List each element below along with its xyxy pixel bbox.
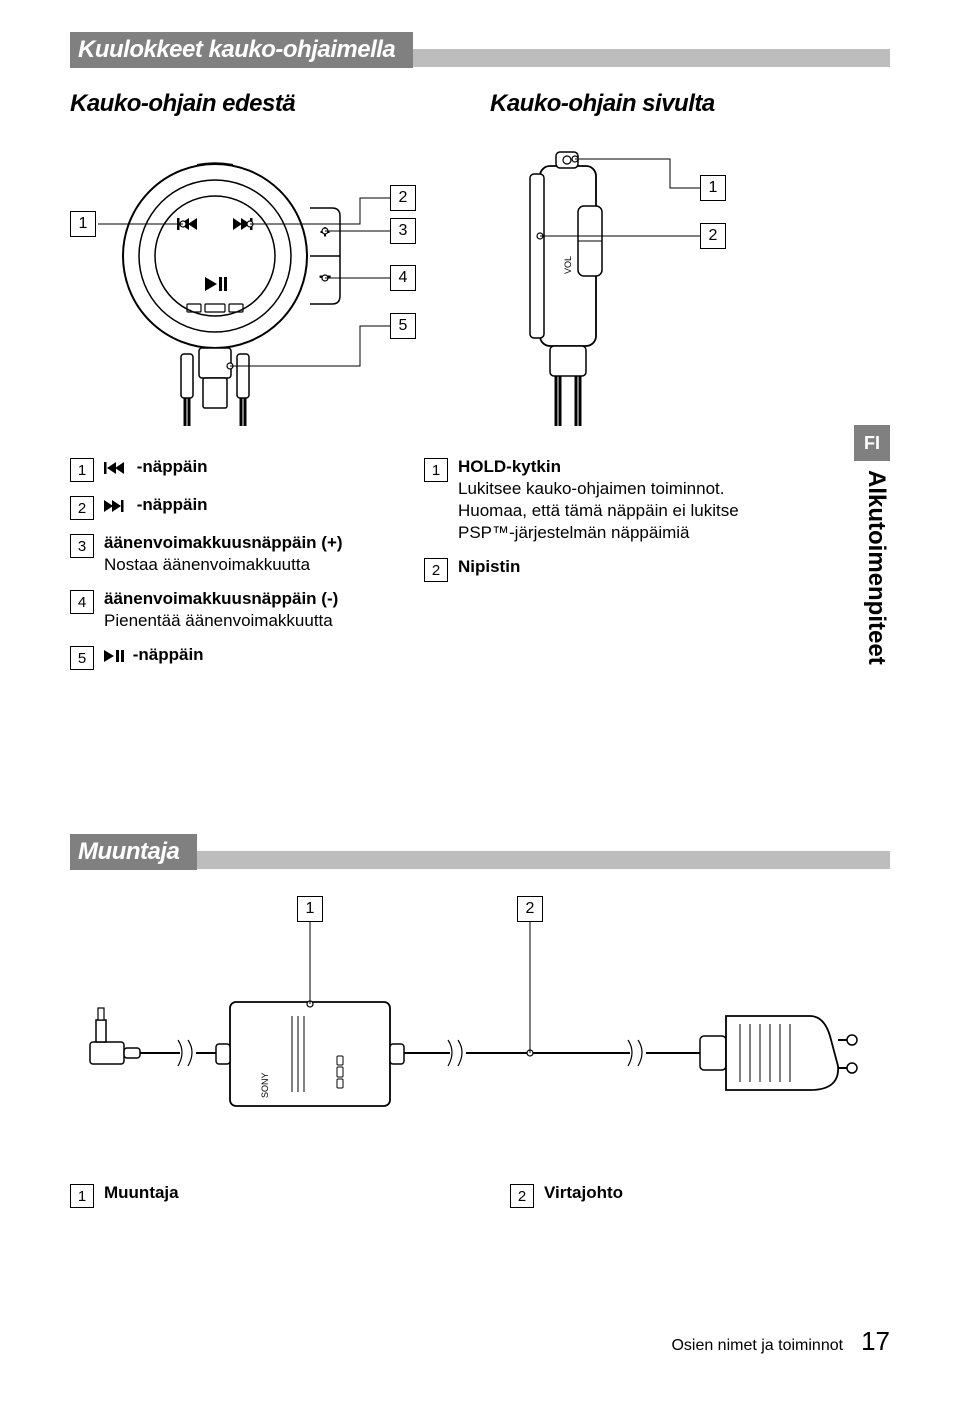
item-label: äänenvoimakkuusnäppäin (+) <box>104 533 343 552</box>
vol-label: VOL <box>563 256 573 274</box>
adapter-diagram: SONY <box>70 892 890 1152</box>
item-number: 2 <box>424 558 448 582</box>
item-desc: Pienentää äänenvoimakkuutta <box>104 611 333 630</box>
item-number: 4 <box>70 590 94 614</box>
left-item-2: 2 -näppäin <box>70 494 396 520</box>
item-label: HOLD-kytkin <box>458 457 561 476</box>
side-callout-1: 1 <box>700 175 726 201</box>
section-banner-2: Muuntaja <box>70 832 890 872</box>
adapter-item-2: 2 Virtajohto <box>510 1182 710 1208</box>
side-diagram-col: Kauko-ohjain sivulta VOL <box>490 90 790 426</box>
item-number: 1 <box>70 458 94 482</box>
left-item-4: 4 äänenvoimakkuusnäppäin (-) Pienentää ä… <box>70 588 396 632</box>
item-label: -näppäin <box>133 645 204 664</box>
play-pause-icon <box>104 649 128 663</box>
left-item-1: 1 -näppäin <box>70 456 396 482</box>
footer-text: Osien nimet ja toiminnot <box>671 1337 843 1355</box>
front-diagram-col: Kauko-ohjain edestä <box>70 90 450 426</box>
page-footer: Osien nimet ja toiminnot 17 <box>671 1326 890 1357</box>
banner-bar <box>413 49 890 67</box>
item-number: 1 <box>70 1184 94 1208</box>
adapter-callout-2: 2 <box>517 896 543 922</box>
item-columns: 1 -näppäin 2 -näppäin 3 äänenvoimakkuusn… <box>70 456 750 682</box>
remote-side-illustration: VOL <box>490 126 790 426</box>
item-number: 5 <box>70 646 94 670</box>
vertical-section-label: Alkutoimenpiteet <box>862 470 890 665</box>
item-label: -näppäin <box>137 457 208 476</box>
forward-icon <box>104 499 132 513</box>
left-column: 1 -näppäin 2 -näppäin 3 äänenvoimakkuusn… <box>70 456 396 682</box>
item-label: Virtajohto <box>544 1183 623 1202</box>
left-item-3: 3 äänenvoimakkuusnäppäin (+) Nostaa ääne… <box>70 532 396 576</box>
adapter-callout-1: 1 <box>297 896 323 922</box>
front-heading: Kauko-ohjain edestä <box>70 90 450 118</box>
fi-badge: FI <box>854 425 890 461</box>
front-callout-5: 5 <box>390 313 416 339</box>
item-label: äänenvoimakkuusnäppäin (-) <box>104 589 338 608</box>
front-callout-3: 3 <box>390 218 416 244</box>
adapter-item-1: 1 Muuntaja <box>70 1182 270 1208</box>
left-item-5: 5 -näppäin <box>70 644 396 670</box>
side-callout-2: 2 <box>700 223 726 249</box>
right-item-1: 1 HOLD-kytkin Lukitsee kauko-ohjaimen to… <box>424 456 750 544</box>
side-heading: Kauko-ohjain sivulta <box>490 90 790 118</box>
adapter-items: 1 Muuntaja 2 Virtajohto <box>70 1182 890 1220</box>
item-label: Muuntaja <box>104 1183 179 1202</box>
front-callout-4: 4 <box>390 265 416 291</box>
adapter-illustration: SONY <box>70 892 890 1152</box>
right-item-2: 2 Nipistin <box>424 556 750 582</box>
item-label: Nipistin <box>458 557 520 576</box>
item-number: 3 <box>70 534 94 558</box>
rewind-icon <box>104 461 132 475</box>
banner-tab-2: Muuntaja <box>70 834 197 870</box>
sony-label: SONY <box>260 1073 270 1099</box>
diagrams-row: Kauko-ohjain edestä <box>70 90 890 426</box>
item-desc: Lukitsee kauko-ohjaimen toiminnot. Huoma… <box>458 479 739 542</box>
front-callout-2: 2 <box>390 185 416 211</box>
banner-bar-2 <box>197 851 890 869</box>
item-number: 1 <box>424 458 448 482</box>
item-label: -näppäin <box>137 495 208 514</box>
item-number: 2 <box>70 496 94 520</box>
front-callout-1: 1 <box>70 211 96 237</box>
banner-tab: Kuulokkeet kauko-ohjaimella <box>70 32 413 68</box>
footer-page: 17 <box>861 1326 890 1357</box>
section-banner: Kuulokkeet kauko-ohjaimella <box>70 30 890 70</box>
item-desc: Nostaa äänenvoimakkuutta <box>104 555 310 574</box>
item-number: 2 <box>510 1184 534 1208</box>
right-column: 1 HOLD-kytkin Lukitsee kauko-ohjaimen to… <box>424 456 750 682</box>
